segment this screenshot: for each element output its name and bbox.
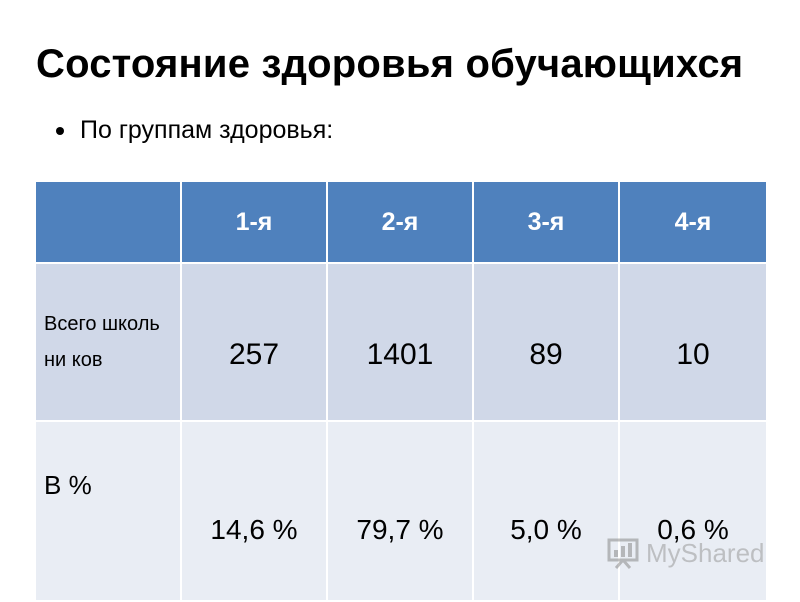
- header-cell-group-2: 2-я: [326, 180, 474, 264]
- cell-percent-group-2: 79,7 %: [326, 420, 474, 602]
- cell-total-group-4: 10: [618, 262, 768, 422]
- cell-total-group-2: 1401: [326, 262, 474, 422]
- watermark: MyShared: [606, 536, 765, 570]
- row-label-percent: В %: [34, 420, 182, 602]
- header-cell-group-4: 4-я: [618, 180, 768, 264]
- presentation-board-icon: [607, 538, 639, 569]
- slide-title: Состояние здоровья обучающихся: [36, 42, 744, 86]
- cell-total-group-3: 89: [472, 262, 620, 422]
- header-cell-group-3: 3-я: [472, 180, 620, 264]
- bullet-dot-icon: [56, 126, 64, 135]
- bullet-text: По группам здоровья:: [80, 116, 334, 144]
- row-label-total-text: Всего школьни ков: [44, 313, 160, 371]
- table-row-total: Всего школьни ков 257 1401 89 10: [34, 262, 768, 422]
- bullet-item: По группам здоровья:: [56, 116, 333, 145]
- header-cell-empty: [34, 180, 182, 264]
- watermark-text: MyShared: [646, 537, 765, 568]
- cell-percent-group-4: 0,6 %: [618, 420, 768, 602]
- table-header-row: 1-я 2-я 3-я 4-я: [34, 180, 768, 264]
- cell-total-group-1: 257: [180, 262, 328, 422]
- cell-percent-group-1: 14,6 %: [180, 420, 328, 602]
- cell-percent-group-3: 5,0 %: [472, 420, 620, 602]
- table-row-percent: В % 14,6 % 79,7 % 5,0 % 0,6 %: [34, 420, 768, 602]
- row-label-total: Всего школьни ков: [34, 262, 182, 422]
- health-groups-table: 1-я 2-я 3-я 4-я Всего школьни ков 257 14…: [34, 180, 768, 602]
- header-cell-group-1: 1-я: [180, 180, 328, 264]
